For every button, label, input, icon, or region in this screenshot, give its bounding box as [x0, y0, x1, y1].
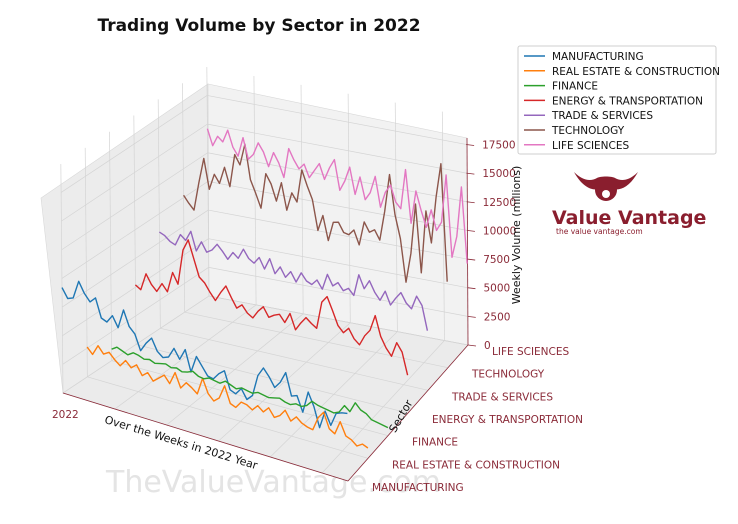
- z-tick-label: 2500: [484, 311, 511, 323]
- sector-tick-label: REAL ESTATE & CONSTRUCTION: [392, 459, 560, 471]
- legend-label: MANUFACTURING: [552, 51, 644, 63]
- grid-line: [208, 295, 469, 346]
- legend-label: ENERGY & TRANSPORTATION: [552, 95, 703, 107]
- z-tick: [467, 344, 477, 347]
- grid-line: [208, 209, 468, 260]
- series-line-energy-transportation: [134, 239, 409, 376]
- z-tick: [466, 201, 475, 204]
- legend-box: [517, 45, 717, 155]
- grid-line: [133, 115, 137, 345]
- chart-title: Trading Volume by Sector in 2022: [97, 16, 420, 36]
- sector-tick-label: ENERGY & TRANSPORTATION: [432, 414, 583, 426]
- sector-tick-label: FINANCE: [412, 437, 458, 449]
- z-tick: [466, 172, 475, 175]
- grid-line: [207, 95, 467, 145]
- grid-line: [208, 267, 468, 317]
- legend-label: LIFE SCIENCES: [552, 140, 630, 152]
- series-line-technology: [183, 143, 448, 283]
- z-tick-label: 5000: [483, 283, 510, 295]
- z-tick: [466, 230, 475, 232]
- sector-tick-label: LIFE SCIENCES: [492, 346, 570, 358]
- series-line-real-estate-construction: [86, 345, 369, 449]
- brand-name: Value Vantage: [552, 207, 706, 229]
- z-tick: [466, 144, 475, 146]
- series-line-manufacturing: [61, 280, 348, 429]
- watermark-text: TheValueVantage.com: [105, 465, 441, 500]
- grid-line: [394, 102, 398, 332]
- sector-tick-label: MANUFACTURING: [372, 482, 464, 494]
- z-tick-label: 17500: [482, 139, 515, 151]
- grid-line: [60, 164, 64, 394]
- z-tick-label: 10000: [483, 225, 516, 237]
- axis-lines: [62, 137, 469, 482]
- tick-labels: 0 2500 5000 7500 10000 12500 15000 17500 MANUFAC…: [52, 139, 583, 494]
- legend-label: FINANCE: [552, 81, 598, 93]
- z-tick-label: 7500: [483, 254, 510, 266]
- z-tick-label: 0: [484, 340, 491, 352]
- grid-line: [109, 131, 113, 361]
- z-tick: [467, 315, 476, 318]
- legend-label: REAL ESTATE & CONSTRUCTION: [552, 66, 720, 78]
- legend-label: TRADE & SERVICES: [551, 110, 653, 122]
- grid-line: [208, 238, 468, 289]
- series-line-trade-services: [159, 230, 429, 331]
- z-tick: [467, 258, 476, 261]
- grid-line: [160, 327, 429, 391]
- legend-label: TECHNOLOGY: [551, 125, 625, 137]
- z-tick-label: 12500: [483, 197, 516, 209]
- series-line-life-sciences: [206, 128, 468, 264]
- series-line-finance: [111, 346, 389, 429]
- series-lines: [61, 128, 468, 449]
- z-tick-label: 15000: [482, 168, 515, 180]
- grid-line: [87, 376, 369, 459]
- sector-tick-label: TECHNOLOGY: [471, 369, 545, 381]
- grid-line: [157, 99, 161, 329]
- grid-line: [182, 83, 186, 313]
- legend: MANUFACTURING REAL ESTATE & CONSTRUCTION F…: [517, 45, 720, 155]
- grid-line: [207, 181, 467, 231]
- z-axis-label: Weekly Volume (millions): [510, 166, 523, 305]
- brand-tagline: the value vantage.com: [556, 227, 643, 236]
- brand-logo: Value Vantage the value vantage.com: [552, 172, 706, 236]
- z-tick: [467, 287, 476, 290]
- grid-line: [207, 123, 467, 174]
- grid-line: [84, 147, 88, 377]
- x-tick-label: 2022: [52, 409, 79, 421]
- grid-line: [347, 93, 351, 323]
- grid-line: [441, 111, 445, 341]
- sector-tick-label: TRADE & SERVICES: [451, 391, 553, 403]
